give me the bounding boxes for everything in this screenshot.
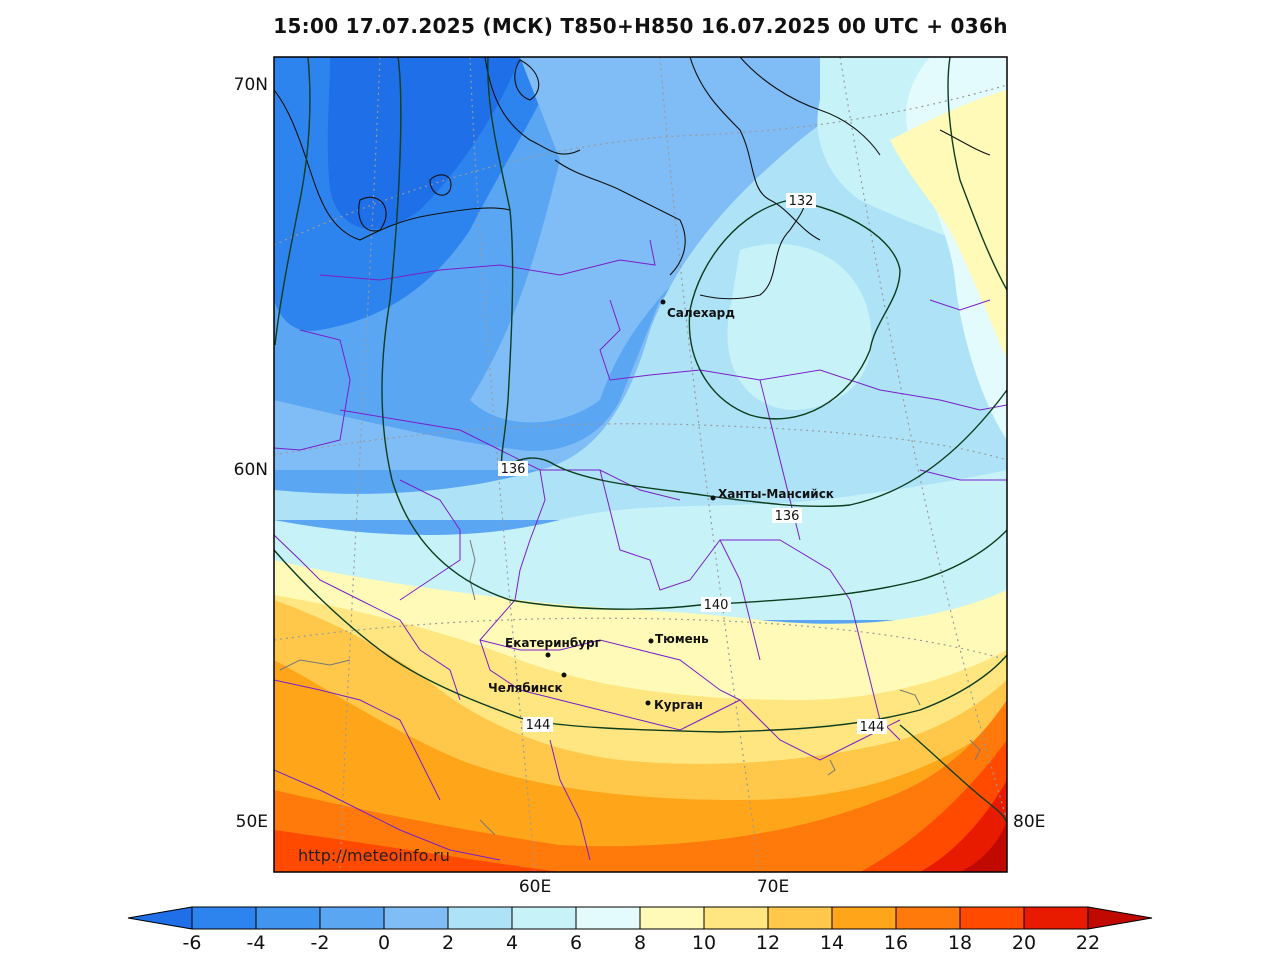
colorbar-tick-label: -2 — [311, 932, 330, 954]
graticule-lines — [274, 57, 1007, 872]
colorbar-cell — [959, 906, 1025, 930]
lat-label-70n: 70N — [234, 75, 268, 95]
colorbar-cell — [383, 906, 449, 930]
city-label-yekaterinburg: Екатеринбург — [505, 636, 601, 650]
lon-label-60e: 60E — [519, 877, 551, 897]
colorbar-cell — [639, 906, 705, 930]
city-markers: Салехард Ханты-Мансийск Екатеринбург Тюм… — [488, 299, 834, 712]
colorbar-tick-label: 22 — [1076, 932, 1100, 954]
colorbar-tick-label: -4 — [247, 932, 266, 954]
colorbar-cell — [1023, 906, 1089, 930]
colorbar-tick-label: -6 — [183, 932, 202, 954]
map-title: 15:00 17.07.2025 (МСК) T850+H850 16.07.2… — [273, 14, 1008, 38]
colorbar-cell — [319, 906, 385, 930]
colorbar-cell — [255, 906, 321, 930]
colorbar-cell — [447, 906, 513, 930]
contour-labels: 132 136 136 140 144 144 — [498, 193, 887, 735]
colorbar-cell — [511, 906, 577, 930]
lakes-rivers — [279, 539, 981, 836]
city-label-tyumen: Тюмень — [655, 632, 709, 646]
colorbar-tick-label: 4 — [506, 932, 518, 954]
colorbar-cell — [831, 906, 897, 930]
city-dot-khanty-mansiysk — [710, 495, 716, 501]
colorbar-tick-label: 6 — [570, 932, 582, 954]
colorbar-cell — [703, 906, 769, 930]
lon-label-70e: 70E — [757, 877, 789, 897]
lat-label-60n: 60N — [234, 460, 268, 480]
colorbar-max-arrow — [1087, 906, 1153, 930]
temperature-field — [274, 57, 1007, 872]
colorbar-tick-label: 0 — [378, 932, 390, 954]
city-label-khanty-mansiysk: Ханты-Мансийск — [718, 487, 834, 501]
coastlines — [274, 57, 991, 300]
colorbar-cell — [895, 906, 961, 930]
map-frame — [273, 56, 1008, 873]
colorbar-cell — [575, 906, 641, 930]
colorbar-tick-label: 10 — [692, 932, 716, 954]
colorbar-tick-label: 14 — [820, 932, 844, 954]
city-label-salekhard: Салехард — [667, 306, 735, 320]
lat-label-50e: 50E — [236, 812, 268, 832]
geopotential-contours — [274, 57, 1007, 826]
colorbar-tick-label: 18 — [948, 932, 972, 954]
colorbar: -6 -4 -2 0 2 4 6 8 10 12 14 16 18 20 22 — [127, 906, 1153, 954]
colorbar-tick-label: 8 — [634, 932, 646, 954]
city-dot-tyumen — [648, 638, 654, 644]
colorbar-cell — [191, 906, 257, 930]
colorbar-tick-label: 16 — [884, 932, 908, 954]
contour-label-136-west: 136 — [501, 462, 526, 477]
lon-label-80e: 80E — [1013, 812, 1045, 832]
city-dot-chelyabinsk — [561, 672, 567, 678]
city-dot-yekaterinburg — [545, 652, 551, 658]
colorbar-ticks: -6 -4 -2 0 2 4 6 8 10 12 14 16 18 20 22 — [183, 932, 1101, 954]
colorbar-tick-label: 20 — [1012, 932, 1036, 954]
contour-label-144-west: 144 — [526, 718, 551, 733]
colorbar-cells — [127, 906, 1153, 930]
colorbar-tick-label: 2 — [442, 932, 454, 954]
city-label-kurgan: Курган — [654, 698, 703, 712]
colorbar-tick-label: 12 — [756, 932, 780, 954]
city-dot-kurgan — [645, 700, 651, 706]
contour-label-136-east: 136 — [775, 509, 800, 524]
city-dot-salekhard — [660, 299, 666, 305]
colorbar-min-arrow — [127, 906, 193, 930]
city-label-chelyabinsk: Челябинск — [488, 681, 563, 695]
contour-label-144-east: 144 — [860, 720, 885, 735]
colorbar-cell — [767, 906, 833, 930]
contour-label-132: 132 — [789, 194, 814, 209]
contour-label-140: 140 — [704, 598, 729, 613]
credit-link[interactable]: http://meteoinfo.ru — [298, 846, 450, 865]
axis-labels: 70N 60N 50E 60E 70E 80E — [234, 75, 1046, 897]
